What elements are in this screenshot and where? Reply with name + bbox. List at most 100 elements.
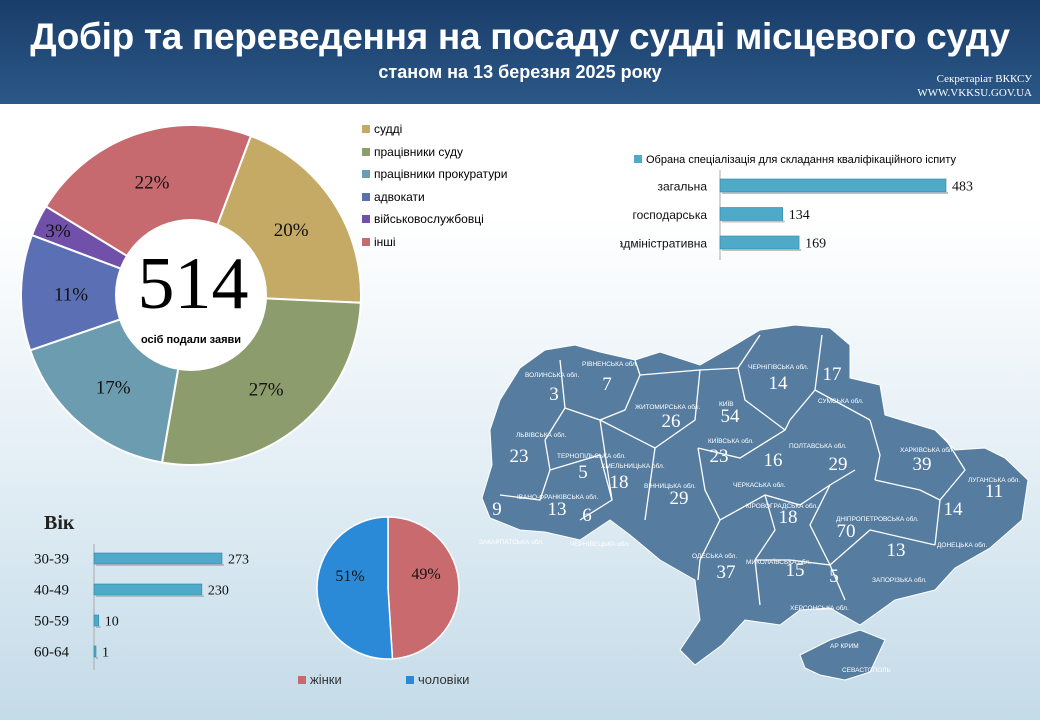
age-value-label: 273: [228, 552, 249, 567]
region-name-label: ХАРКІВСЬКА обл.: [900, 446, 954, 454]
age-category-label: 30-39: [34, 551, 69, 567]
region-name-label: СЕВАСТОПОЛЬ: [842, 667, 891, 674]
region-name-label: ІВАНО-ФРАНКІВСЬКА обл.: [517, 493, 598, 501]
legend-label: працівники суду: [374, 144, 463, 159]
age-chart-title: Вік: [44, 512, 75, 534]
region-name-label: МИКОЛАЇВСЬКА обл.: [746, 558, 811, 566]
spec-bar-shadow: [722, 249, 802, 251]
region-name-label: ХМЕЛЬНИЦЬКА обл.: [601, 462, 665, 470]
page-title: Добір та переведення на посаду судді міс…: [30, 16, 1010, 57]
region-value-label: 29: [670, 488, 689, 509]
region-value-label: 13: [548, 499, 567, 520]
gender-label-women: 49%: [411, 566, 440, 583]
legend-swatch: [362, 237, 370, 246]
region-name-label: ВОЛИНСЬКА обл.: [525, 371, 579, 379]
legend-label: інші: [374, 234, 396, 249]
pie-label-others: 22%: [135, 173, 170, 194]
legend-women: жінки: [298, 672, 342, 687]
legend-swatch: [362, 147, 370, 156]
spec-category-label: господарська: [633, 208, 708, 222]
pie-label-military: 3%: [45, 221, 71, 242]
region-borders: [499, 334, 966, 606]
region-name-label: ВІННИЦЬКА обл.: [644, 482, 696, 490]
legend-item-prosecutors: працівники прокуратури: [362, 163, 507, 186]
region-value-label: 16: [764, 450, 783, 471]
specialization-bar-chart: Обрана спеціалізація для складання квалі…: [620, 154, 973, 260]
gender-label-men: 51%: [335, 568, 364, 585]
header-banner: Добір та переведення на посаду судді міс…: [0, 0, 1040, 104]
ukraine-mainland: [481, 324, 1029, 666]
age-value-label: 1: [102, 645, 109, 660]
spec-bar: [719, 178, 947, 193]
region-value-label: 17: [823, 364, 842, 385]
legend-label: судді: [374, 122, 403, 137]
region-name-label: ОДЕСЬКА обл.: [692, 552, 737, 560]
region-value-label: 14: [769, 373, 789, 394]
gender-slice-women: [387, 516, 460, 660]
age-category-label: 40-49: [34, 582, 69, 598]
legend-men-swatch: [406, 675, 414, 684]
age-bar-shadow: [96, 626, 101, 628]
region-value-label: 5: [829, 566, 839, 587]
age-bar: [93, 645, 97, 658]
age-bar-shadow: [96, 564, 224, 566]
region-value-label: 23: [710, 446, 729, 467]
legend-item-court-staff: працівники суду: [362, 141, 507, 164]
age-bar: [93, 552, 223, 565]
credit: Секретаріат ВККСУ WWW.VKKSU.GOV.UA: [917, 72, 1032, 100]
region-value-label: 9: [492, 499, 502, 520]
spec-legend-label: Обрана спеціалізація для складання квалі…: [646, 154, 956, 166]
region-name-label: ЖИТОМИРСЬКА обл.: [635, 403, 700, 411]
region-name-label: ЛУГАНСЬКА обл.: [968, 476, 1020, 484]
region-name-label: АР КРИМ: [830, 643, 859, 650]
age-bar-chart: 30-39 273 40-49 230 50-59 10 60-64 1: [34, 544, 249, 670]
region-value-label: 18: [610, 472, 629, 493]
pie-center-label: осіб подали заяви: [141, 334, 241, 346]
age-bar: [93, 614, 99, 627]
gender-pie-chart: 49% 51%: [316, 516, 460, 660]
region-name-label: ДОНЕЦЬКА обл.: [937, 541, 987, 549]
legend-men-label: чоловіки: [418, 672, 470, 687]
region-value-label: 5: [578, 462, 588, 483]
pie-center-total: 514: [138, 243, 249, 325]
age-bar-shadow: [96, 657, 98, 659]
credit-website[interactable]: WWW.VKKSU.GOV.UA: [917, 87, 1032, 99]
legend-item-military: військовослужбовці: [362, 208, 507, 231]
spec-value-label: 134: [789, 208, 810, 223]
region-name-label: ЛЬВІВСЬКА обл.: [516, 431, 567, 439]
pie-center-hole: [115, 219, 267, 371]
region-value-label: 14: [944, 499, 964, 520]
legend-label: адвокати: [374, 189, 425, 204]
spec-bar-shadow: [722, 220, 785, 223]
region-value-label: 3: [549, 384, 559, 405]
region-name-label: КИЇВСЬКА обл.: [708, 437, 754, 445]
legend-item-lawyers: адвокати: [362, 186, 507, 209]
spec-category-label: адміністративна: [620, 236, 707, 250]
legend-women-swatch: [298, 675, 306, 684]
legend-label: військовослужбовці: [374, 212, 484, 227]
pie-label-judges: 20%: [274, 220, 309, 241]
spec-category-label: загальна: [657, 179, 707, 193]
spec-value-label: 483: [952, 179, 973, 194]
age-value-label: 10: [105, 614, 119, 629]
crimea: [799, 629, 886, 681]
credit-org: Секретаріат ВККСУ: [936, 73, 1032, 85]
legend-swatch: [362, 215, 370, 224]
pie-label-prosecutors: 17%: [96, 377, 131, 398]
region-name-label: СУМСЬКА обл.: [818, 397, 864, 405]
legend-label: працівники прокуратури: [374, 167, 508, 182]
region-name-label: ТЕРНОПІЛЬСЬКА обл.: [557, 452, 626, 460]
region-name-label: ХЕРСОНСЬКА обл.: [790, 604, 849, 612]
region-value-label: 15: [786, 560, 805, 581]
region-value-label: 70: [837, 521, 856, 542]
region-name-label: ПОЛТАВСЬКА обл.: [789, 442, 847, 450]
ukraine-map: ВОЛИНСЬКА обл. 3 РІВНЕНСЬКА обл. 7 ЖИТОМИРСЬ…: [479, 324, 1029, 681]
legend-item-judges: судді: [362, 118, 507, 141]
region-value-label: 54: [721, 406, 741, 427]
region-name-label: КІРОВОГРАДСЬКА обл.: [746, 502, 818, 510]
pie-label-court-staff: 27%: [249, 380, 284, 401]
age-bar-shadow: [96, 595, 204, 597]
age-value-label: 230: [208, 583, 229, 598]
region-name-label: КИЇВ: [719, 400, 734, 408]
region-value-label: 23: [510, 446, 529, 467]
